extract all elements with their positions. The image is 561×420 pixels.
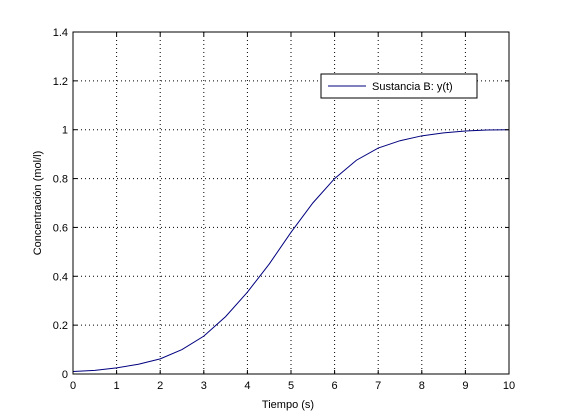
y-tick-label: 0.2: [53, 320, 68, 332]
legend-label: Sustancia B: y(t): [372, 81, 453, 93]
series-line-sustancia-b: [72, 129, 510, 373]
x-tick-label: 7: [375, 380, 381, 392]
legend-box: [320, 73, 478, 99]
y-axis-label: Concentración (mol/l): [32, 151, 44, 256]
x-tick-label: 3: [201, 380, 207, 392]
legend: Sustancia B: y(t): [320, 73, 478, 99]
x-tick-label: 0: [70, 380, 76, 392]
y-tick-label: 0.4: [53, 271, 68, 283]
y-tick-label: 1.2: [53, 76, 68, 88]
series-layer: [72, 129, 510, 373]
x-tick-label: 1: [114, 380, 120, 392]
y-tick-label: 0.6: [53, 222, 68, 234]
ticks: 0 1 2 3 4 5 6 7 8 9 10 0 0.2 0.4 0.6 0.8 1 1.2 1.4: [53, 27, 515, 392]
x-tick-label: 4: [244, 380, 250, 392]
x-tick-label: 6: [332, 380, 338, 392]
y-tick-label: 1: [62, 125, 68, 137]
x-tick-label: 10: [503, 380, 515, 392]
y-tick-label: 0: [62, 369, 68, 381]
x-tick-label: 8: [419, 380, 425, 392]
x-tick-label: 9: [462, 380, 468, 392]
y-tick-label: 1.4: [53, 27, 68, 39]
y-tick-label: 0.8: [53, 174, 68, 186]
x-axis-label: Tiempo (s): [262, 399, 314, 411]
x-tick-label: 5: [288, 380, 294, 392]
x-tick-label: 2: [157, 380, 163, 392]
